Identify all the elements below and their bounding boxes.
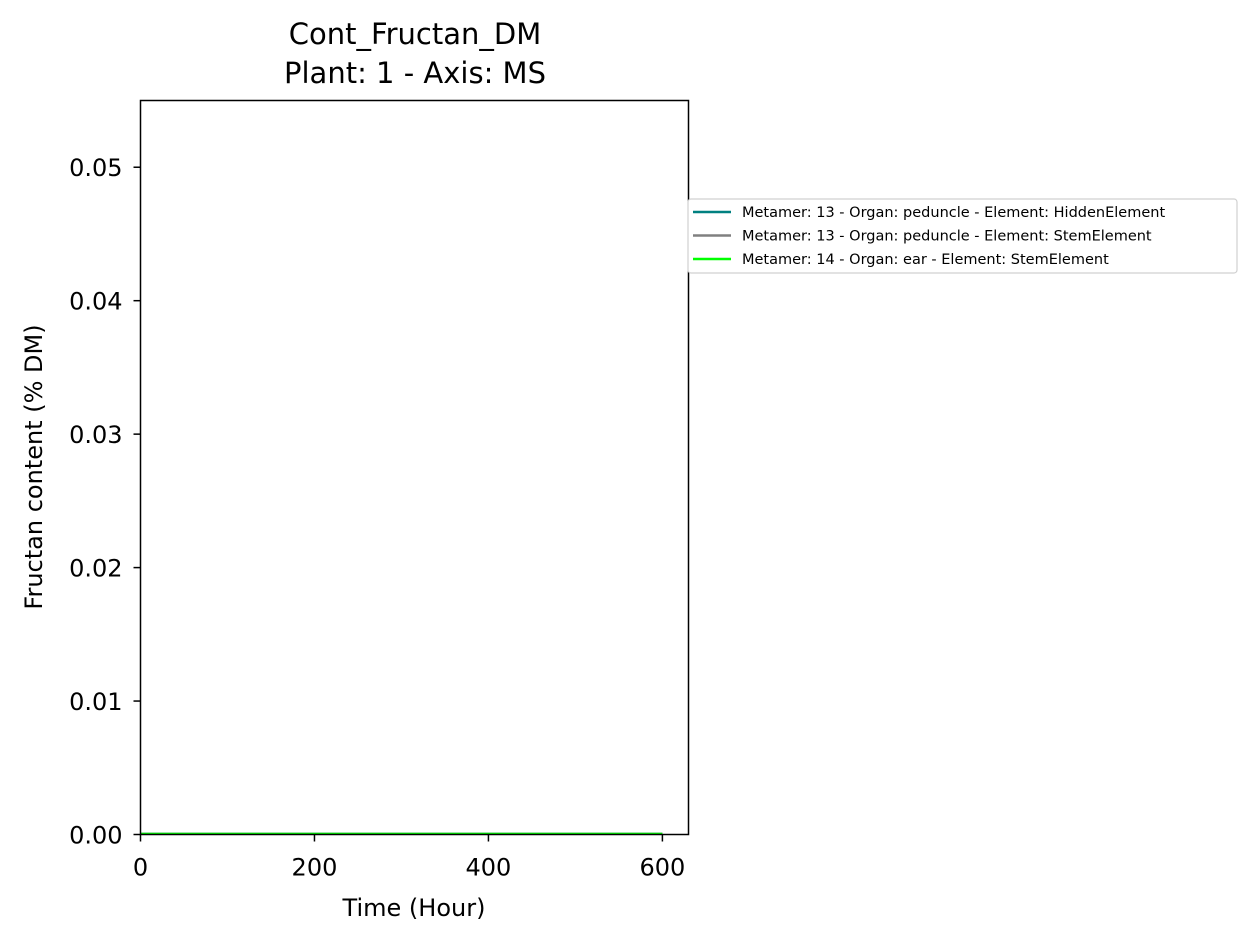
- ticks-layer: 0 200 400 600 0.00 0.01 0.02 0.03 0.04 0.05: [69, 154, 685, 881]
- x-tick-label: 600: [639, 854, 685, 882]
- legend-label: Metamer: 13 - Organ: peduncle - Element:…: [742, 205, 1165, 221]
- y-axis-label: Fructan content (% DM): [20, 324, 48, 609]
- legend-label: Metamer: 13 - Organ: peduncle - Element:…: [742, 229, 1152, 245]
- chart-title: Cont_Fructan_DM: [289, 17, 541, 51]
- chart-subtitle: Plant: 1 - Axis: MS: [284, 56, 546, 90]
- y-tick-label: 0.05: [69, 154, 122, 182]
- y-tick-label: 0.00: [69, 822, 122, 850]
- legend-frame: [687, 198, 1238, 274]
- x-tick-label: 0: [133, 854, 148, 882]
- x-tick-label: 400: [466, 854, 512, 882]
- x-tick-label: 200: [292, 854, 338, 882]
- y-tick-label: 0.02: [69, 555, 122, 583]
- x-axis-label: Time (Hour): [342, 894, 486, 922]
- legend-label: Metamer: 14 - Organ: ear - Element: Stem…: [742, 252, 1109, 268]
- y-tick-label: 0.04: [69, 288, 122, 316]
- y-tick-label: 0.01: [69, 688, 122, 716]
- plot-frame: [139, 99, 690, 836]
- y-tick-label: 0.03: [69, 421, 122, 449]
- legend: Metamer: 13 - Organ: peduncle - Element:…: [687, 198, 1238, 274]
